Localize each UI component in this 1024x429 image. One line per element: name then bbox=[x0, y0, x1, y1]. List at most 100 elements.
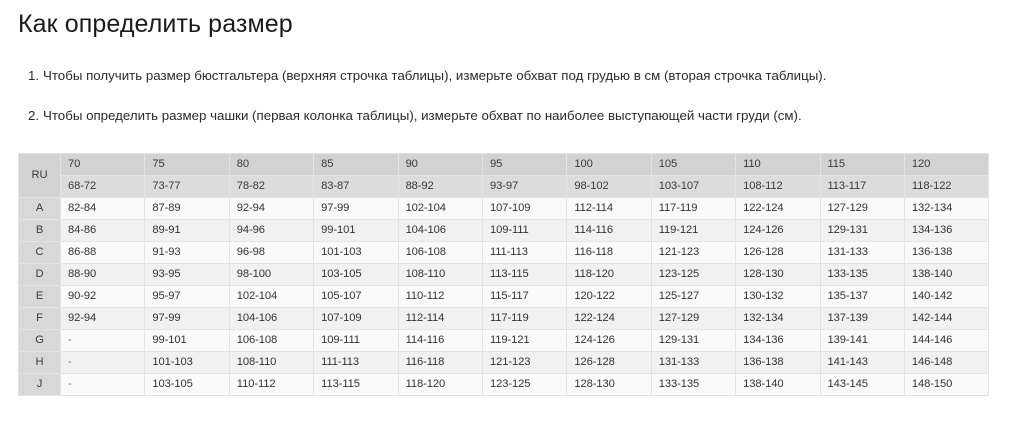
measure-cell: - bbox=[59, 350, 146, 374]
underbust-range-cell: 108-112 bbox=[735, 174, 821, 198]
measure-cell: 107-109 bbox=[481, 196, 568, 220]
size-table-container: RU 70 75 80 85 90 95 100 105 110 115 120… bbox=[0, 145, 1006, 396]
measure-cell: 134-136 bbox=[735, 328, 821, 352]
measure-cell: 97-99 bbox=[144, 306, 230, 330]
size-table: RU 70 75 80 85 90 95 100 105 110 115 120… bbox=[18, 152, 990, 396]
measure-cell: 82-84 bbox=[59, 196, 146, 220]
measure-cell: 88-90 bbox=[59, 262, 146, 286]
measure-cell: 136-138 bbox=[735, 350, 821, 374]
size-table-body: A 82-84 87-89 92-94 97-99 102-104 107-10… bbox=[18, 196, 990, 396]
measure-cell: 116-118 bbox=[397, 350, 483, 374]
measure-cell: 94-96 bbox=[228, 218, 315, 242]
measure-cell: 148-150 bbox=[903, 372, 990, 396]
band-size-cell: 115 bbox=[819, 152, 905, 176]
measure-cell: 108-110 bbox=[228, 350, 315, 374]
list-item-marker: 1. bbox=[28, 68, 40, 84]
measure-cell: 109-111 bbox=[313, 328, 399, 352]
measure-cell: 104-106 bbox=[228, 306, 315, 330]
measure-cell: 122-124 bbox=[566, 306, 652, 330]
table-row-underbust-ranges: 68-72 73-77 78-82 83-87 88-92 93-97 98-1… bbox=[19, 174, 990, 198]
measure-cell: 128-130 bbox=[566, 372, 652, 396]
measure-cell: 137-139 bbox=[819, 306, 905, 330]
measure-cell: - bbox=[59, 372, 146, 396]
measure-cell: 106-108 bbox=[397, 240, 483, 264]
list-item-text: Чтобы определить размер чашки (первая ко… bbox=[43, 107, 802, 123]
band-size-cell: 105 bbox=[650, 152, 737, 176]
measure-cell: 98-100 bbox=[228, 262, 315, 286]
measure-cell: 144-146 bbox=[903, 328, 990, 352]
table-row: E 90-92 95-97 102-104 105-107 110-112 11… bbox=[18, 284, 990, 308]
measure-cell: 84-86 bbox=[59, 218, 146, 242]
cup-label: B bbox=[18, 218, 61, 242]
measure-cell: 93-95 bbox=[144, 262, 230, 286]
measure-cell: 133-135 bbox=[650, 372, 737, 396]
cup-label: H bbox=[18, 350, 61, 374]
measure-cell: - bbox=[59, 328, 146, 352]
measure-cell: 128-130 bbox=[735, 262, 821, 286]
measure-cell: 140-142 bbox=[903, 284, 990, 308]
measure-cell: 119-121 bbox=[650, 218, 737, 242]
measure-cell: 114-116 bbox=[566, 218, 652, 242]
measure-cell: 142-144 bbox=[903, 306, 990, 330]
measure-cell: 107-109 bbox=[313, 306, 399, 330]
table-row-band-sizes: RU 70 75 80 85 90 95 100 105 110 115 120 bbox=[18, 152, 990, 198]
measure-cell: 118-120 bbox=[566, 262, 652, 286]
list-item: 1. Чтобы получить размер бюстгальтера (в… bbox=[0, 66, 1024, 85]
measure-cell: 103-105 bbox=[313, 262, 399, 286]
measure-cell: 101-103 bbox=[313, 240, 399, 264]
measure-cell: 86-88 bbox=[59, 240, 146, 264]
measure-cell: 126-128 bbox=[735, 240, 821, 264]
measure-cell: 102-104 bbox=[397, 196, 483, 220]
measure-cell: 91-93 bbox=[144, 240, 230, 264]
table-row: B 84-86 89-91 94-96 99-101 104-106 109-1… bbox=[18, 218, 990, 242]
measure-cell: 143-145 bbox=[819, 372, 905, 396]
measure-cell: 117-119 bbox=[481, 306, 568, 330]
underbust-range-cell: 83-87 bbox=[313, 174, 399, 198]
underbust-range-cell: 98-102 bbox=[566, 174, 652, 198]
band-size-cell: 100 bbox=[566, 152, 652, 176]
measure-cell: 120-122 bbox=[566, 284, 652, 308]
measure-cell: 138-140 bbox=[735, 372, 821, 396]
table-row: F 92-94 97-99 104-106 107-109 112-114 11… bbox=[18, 306, 990, 330]
measure-cell: 134-136 bbox=[903, 218, 990, 242]
measure-cell: 124-126 bbox=[566, 328, 652, 352]
underbust-range-cell: 103-107 bbox=[650, 174, 737, 198]
underbust-range-cell: 118-122 bbox=[903, 174, 990, 198]
underbust-range-cell: 78-82 bbox=[228, 174, 315, 198]
measure-cell: 121-123 bbox=[650, 240, 737, 264]
instructions-list: 1. Чтобы получить размер бюстгальтера (в… bbox=[0, 40, 1024, 125]
measure-cell: 104-106 bbox=[397, 218, 483, 242]
cup-label: E bbox=[18, 284, 61, 308]
measure-cell: 139-141 bbox=[819, 328, 905, 352]
measure-cell: 138-140 bbox=[903, 262, 990, 286]
measure-cell: 127-129 bbox=[650, 306, 737, 330]
cup-label: D bbox=[18, 262, 61, 286]
measure-cell: 121-123 bbox=[481, 350, 568, 374]
band-size-cell: 85 bbox=[313, 152, 399, 176]
measure-cell: 112-114 bbox=[397, 306, 483, 330]
measure-cell: 132-134 bbox=[903, 196, 990, 220]
band-size-cell: 90 bbox=[397, 152, 483, 176]
measure-cell: 112-114 bbox=[566, 196, 652, 220]
measure-cell: 124-126 bbox=[735, 218, 821, 242]
page-title: Как определить размер bbox=[18, 10, 293, 38]
measure-cell: 119-121 bbox=[481, 328, 568, 352]
measure-cell: 127-129 bbox=[819, 196, 905, 220]
cup-label: A bbox=[18, 196, 61, 220]
measure-cell: 90-92 bbox=[59, 284, 146, 308]
measure-cell: 115-117 bbox=[481, 284, 568, 308]
measure-cell: 105-107 bbox=[313, 284, 399, 308]
underbust-range-cell: 113-117 bbox=[819, 174, 905, 198]
measure-cell: 102-104 bbox=[228, 284, 315, 308]
underbust-range-cell: 68-72 bbox=[59, 174, 146, 198]
measure-cell: 106-108 bbox=[228, 328, 315, 352]
measure-cell: 129-131 bbox=[650, 328, 737, 352]
measure-cell: 96-98 bbox=[228, 240, 315, 264]
measure-cell: 131-133 bbox=[650, 350, 737, 374]
measure-cell: 92-94 bbox=[228, 196, 315, 220]
measure-cell: 123-125 bbox=[481, 372, 568, 396]
measure-cell: 131-133 bbox=[819, 240, 905, 264]
table-row: H - 101-103 108-110 111-113 116-118 121-… bbox=[18, 350, 990, 374]
measure-cell: 123-125 bbox=[650, 262, 737, 286]
measure-cell: 122-124 bbox=[735, 196, 821, 220]
